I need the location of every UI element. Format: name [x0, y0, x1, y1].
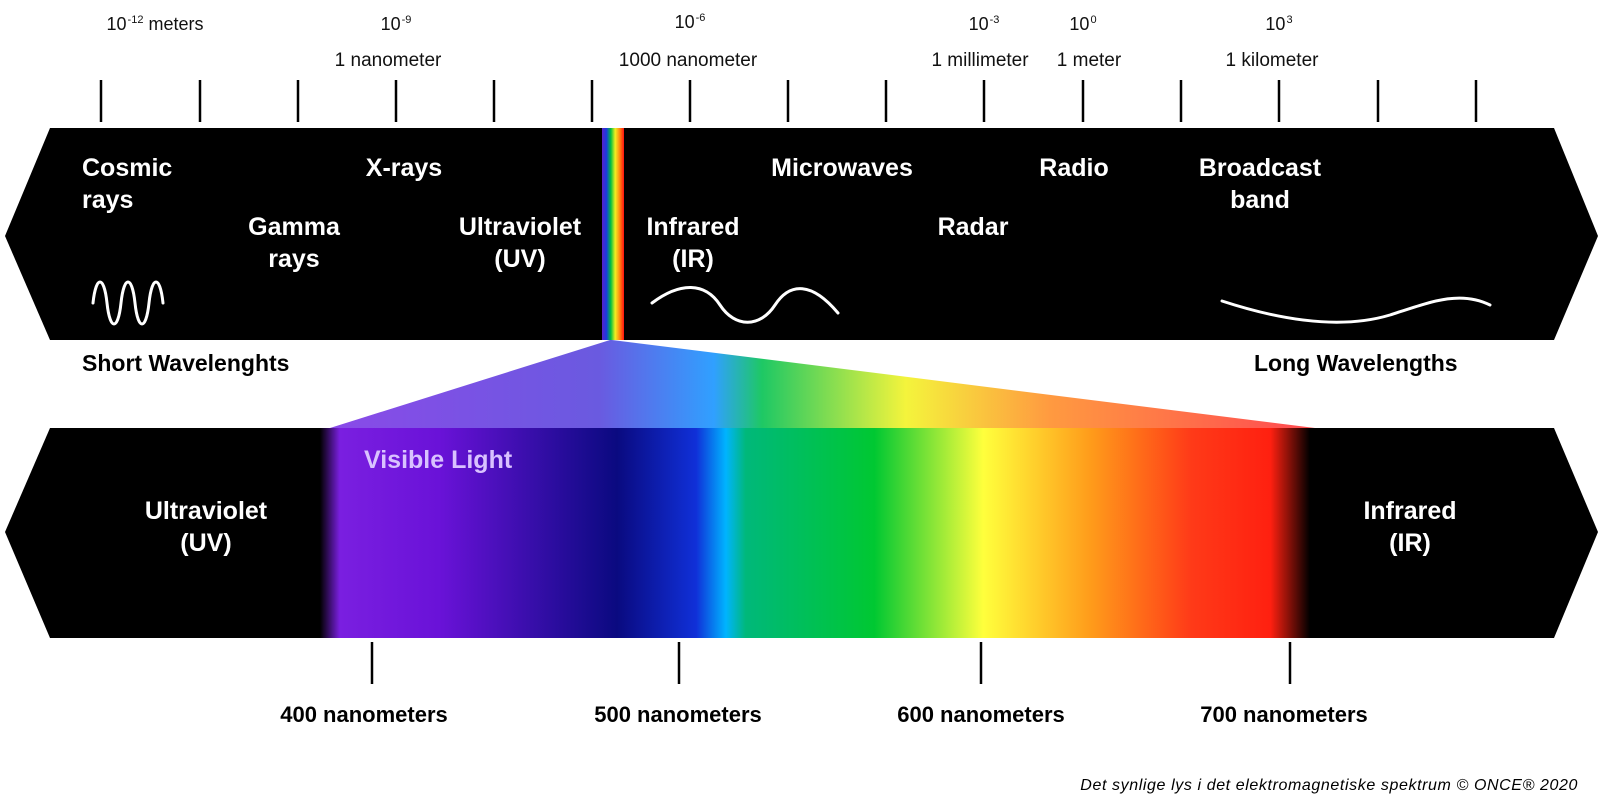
long-wavelengths-label: Long Wavelengths — [1254, 350, 1458, 376]
scale-unit-label: 1000 nanometer — [618, 50, 758, 71]
medium-wave-icon — [650, 286, 840, 324]
short-wavelengths-label: Short Wavelenghts — [82, 350, 290, 376]
band-label-radio: Radio — [1039, 154, 1109, 182]
nm-tick-label: 400 nanometers — [280, 702, 448, 727]
scale-exponent-label: 10-3 — [968, 14, 1000, 34]
band-label-broadcast-band: Broadcast band — [1198, 154, 1322, 214]
band-label-microwaves: Microwaves — [771, 154, 913, 182]
band-label-x-rays: X-rays — [365, 154, 443, 182]
scale-unit-label: 1 millimeter — [931, 50, 1029, 71]
scale-unit-label: 1 meter — [1056, 50, 1122, 71]
scale-exponent-label: 103 — [1265, 14, 1293, 34]
band-label-radar: Radar — [937, 213, 1009, 241]
band-label-ultraviolet: Ultraviolet (UV) — [458, 213, 582, 273]
nm-tick-label: 700 nanometers — [1200, 702, 1368, 727]
visible-band-uv-label: Ultraviolet (UV) — [144, 497, 268, 557]
scale-exponent-label: 100 — [1069, 14, 1097, 34]
nm-tick-label: 600 nanometers — [897, 702, 1065, 727]
long-wave-icon — [1220, 296, 1492, 324]
band-label-infrared: Infrared (IR) — [646, 213, 740, 273]
copyright-caption: Det synlige lys i det elektromagnetiske … — [1080, 777, 1578, 794]
top-band — [5, 128, 1598, 340]
scale-unit-label: 1 nanometer — [334, 50, 442, 71]
short-wave-icon — [91, 280, 165, 326]
scale-exponent-label: 10-6 — [674, 12, 706, 32]
scale-exponent-label: 10-12 meters — [106, 14, 204, 34]
visible-light-title: Visible Light — [364, 446, 513, 474]
visible-slit — [602, 128, 624, 340]
visible-fan — [330, 340, 1315, 428]
scale-unit-label: 1 kilometer — [1225, 50, 1319, 71]
nm-tick-label: 500 nanometers — [594, 702, 762, 727]
nm-ticks — [370, 642, 1292, 684]
band-label-cosmic-rays: Cosmic rays — [82, 154, 173, 214]
visible-gradient — [320, 428, 1330, 638]
band-label-gamma-rays: Gamma rays — [248, 213, 340, 273]
scale-exponent-label: 10-9 — [380, 14, 412, 34]
visible-band-ir-label: Infrared (IR) — [1363, 497, 1457, 557]
scale-ticks — [99, 80, 1478, 122]
